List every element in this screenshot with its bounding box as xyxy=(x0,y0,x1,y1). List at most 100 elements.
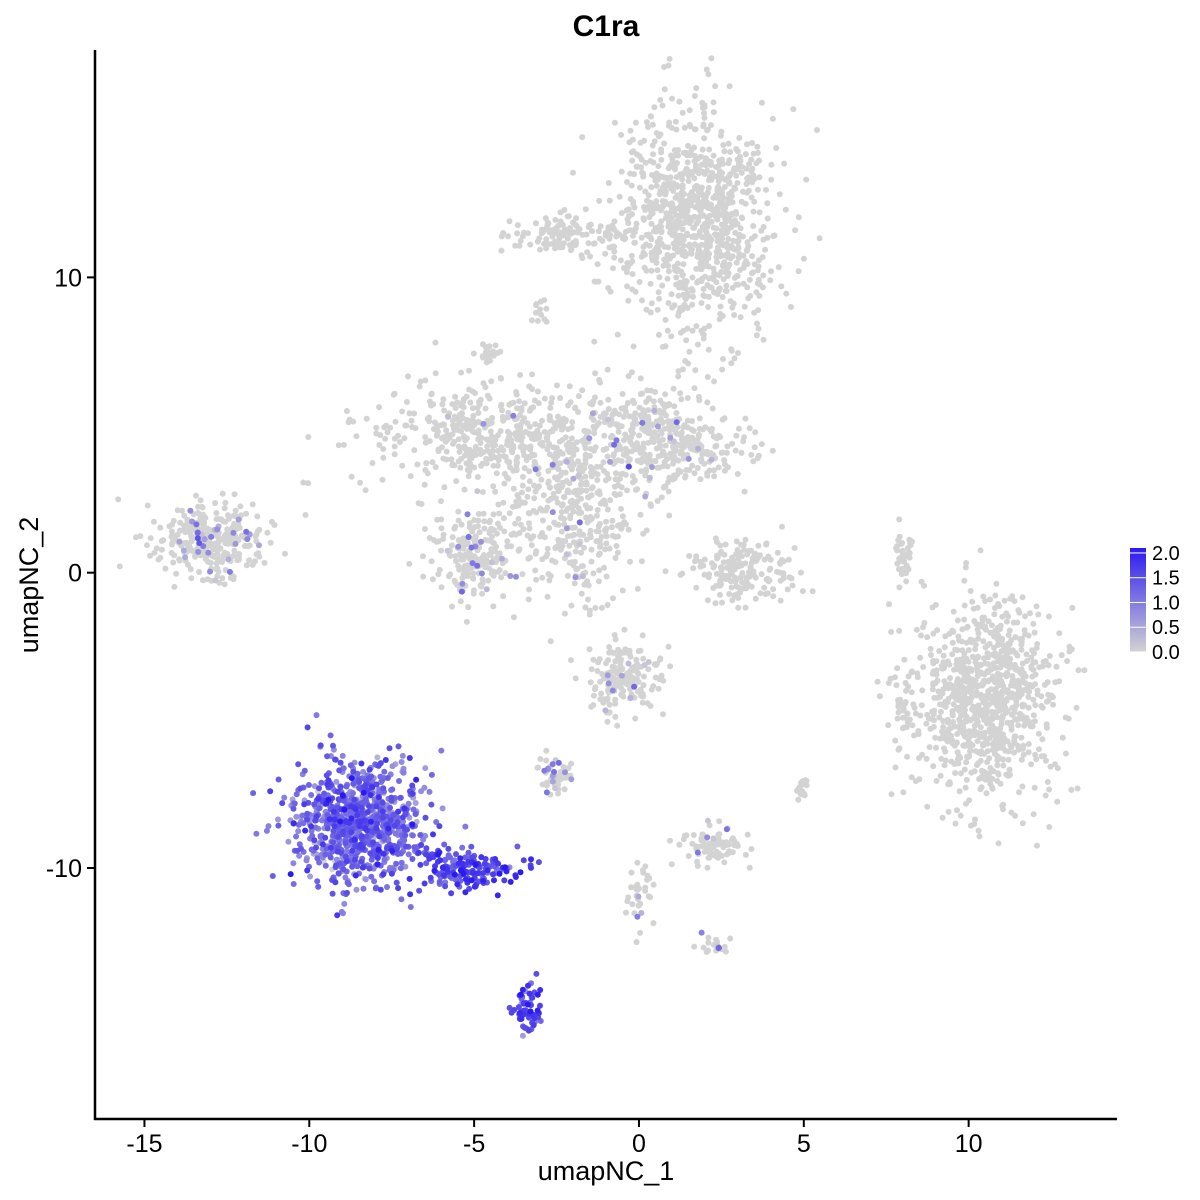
cell-point xyxy=(539,781,546,788)
cell-point xyxy=(680,220,687,226)
cell-point xyxy=(725,236,732,242)
cell-point xyxy=(639,297,645,304)
cell-point xyxy=(205,549,212,556)
cell-point xyxy=(709,405,716,412)
cell-point xyxy=(342,874,349,881)
cell-point xyxy=(718,227,725,234)
cell-point xyxy=(895,709,902,716)
cell-point xyxy=(741,434,748,441)
cell-point xyxy=(952,820,959,827)
cell-point xyxy=(653,182,660,189)
cell-point xyxy=(606,701,613,708)
cell-point xyxy=(680,443,687,450)
cell-point xyxy=(760,336,767,343)
cell-point xyxy=(532,567,539,574)
cell-point xyxy=(767,277,774,284)
cell-point xyxy=(650,159,657,166)
cell-point xyxy=(579,231,586,238)
cell-point xyxy=(722,215,729,222)
cell-point xyxy=(510,485,517,492)
cell-point xyxy=(579,134,586,141)
cell-point xyxy=(612,555,619,561)
cell-point xyxy=(449,603,455,610)
cell-point xyxy=(452,553,459,560)
cell-point xyxy=(500,499,507,506)
cell-point xyxy=(629,258,636,265)
cell-point xyxy=(673,430,680,437)
cell-point xyxy=(994,642,1001,648)
cell-point xyxy=(575,509,582,516)
cell-point xyxy=(392,830,399,837)
cell-point xyxy=(596,656,603,663)
cell-point xyxy=(572,675,579,682)
cell-point xyxy=(585,494,591,501)
cell-point xyxy=(605,416,612,423)
cell-point xyxy=(264,529,271,536)
cell-point xyxy=(635,893,642,900)
cell-point xyxy=(1004,695,1011,702)
cell-point xyxy=(619,235,626,242)
cell-point xyxy=(547,638,554,645)
cell-point xyxy=(715,836,722,843)
cell-point xyxy=(975,653,982,660)
cell-point xyxy=(618,131,625,138)
cell-point xyxy=(678,189,685,196)
cell-point xyxy=(640,216,647,223)
cell-point xyxy=(160,537,167,544)
cell-point xyxy=(649,429,656,436)
cell-point xyxy=(917,712,924,719)
cell-point xyxy=(346,416,353,423)
cell-point xyxy=(903,687,909,694)
cell-point xyxy=(770,586,777,593)
cell-point xyxy=(261,559,268,566)
cell-point xyxy=(528,542,535,549)
cell-point xyxy=(630,343,637,350)
cell-point xyxy=(591,430,598,437)
cell-point xyxy=(956,788,963,795)
cell-point xyxy=(894,715,901,722)
cell-point xyxy=(543,236,550,243)
cell-point xyxy=(463,435,470,442)
cell-point xyxy=(737,267,744,273)
cell-point xyxy=(200,577,207,584)
cell-point xyxy=(176,538,183,545)
cell-point xyxy=(732,574,738,581)
cell-point xyxy=(697,563,704,570)
cell-point xyxy=(733,432,740,439)
cell-point xyxy=(713,435,720,442)
cell-point xyxy=(932,734,939,741)
cell-point xyxy=(581,441,588,448)
cell-point xyxy=(496,510,503,517)
cell-point xyxy=(707,426,713,433)
cell-point xyxy=(961,650,968,657)
cell-point xyxy=(591,338,598,345)
cell-point xyxy=(604,506,611,513)
cell-point xyxy=(665,122,672,129)
cell-point xyxy=(474,562,481,569)
cell-point xyxy=(1015,677,1022,684)
cell-point xyxy=(465,473,472,480)
cell-point xyxy=(715,464,722,471)
cell-point xyxy=(957,770,964,777)
cell-point xyxy=(648,503,655,509)
cell-point xyxy=(650,920,657,927)
cell-point xyxy=(702,157,709,164)
cell-point xyxy=(762,246,769,253)
cell-point xyxy=(899,551,906,558)
cell-point xyxy=(658,218,665,225)
cell-point xyxy=(393,860,400,867)
cell-point xyxy=(918,632,924,639)
cell-point xyxy=(791,545,798,551)
cell-point xyxy=(699,99,706,106)
cell-point xyxy=(756,281,763,288)
cell-point xyxy=(663,210,670,217)
cell-point xyxy=(722,541,729,548)
cell-point xyxy=(634,585,641,592)
cell-point xyxy=(728,193,735,200)
cell-point xyxy=(708,162,714,168)
cell-point xyxy=(1034,687,1041,694)
cell-point xyxy=(910,701,917,708)
cell-point xyxy=(603,533,610,540)
cell-point xyxy=(921,620,928,626)
cell-point xyxy=(527,443,534,450)
